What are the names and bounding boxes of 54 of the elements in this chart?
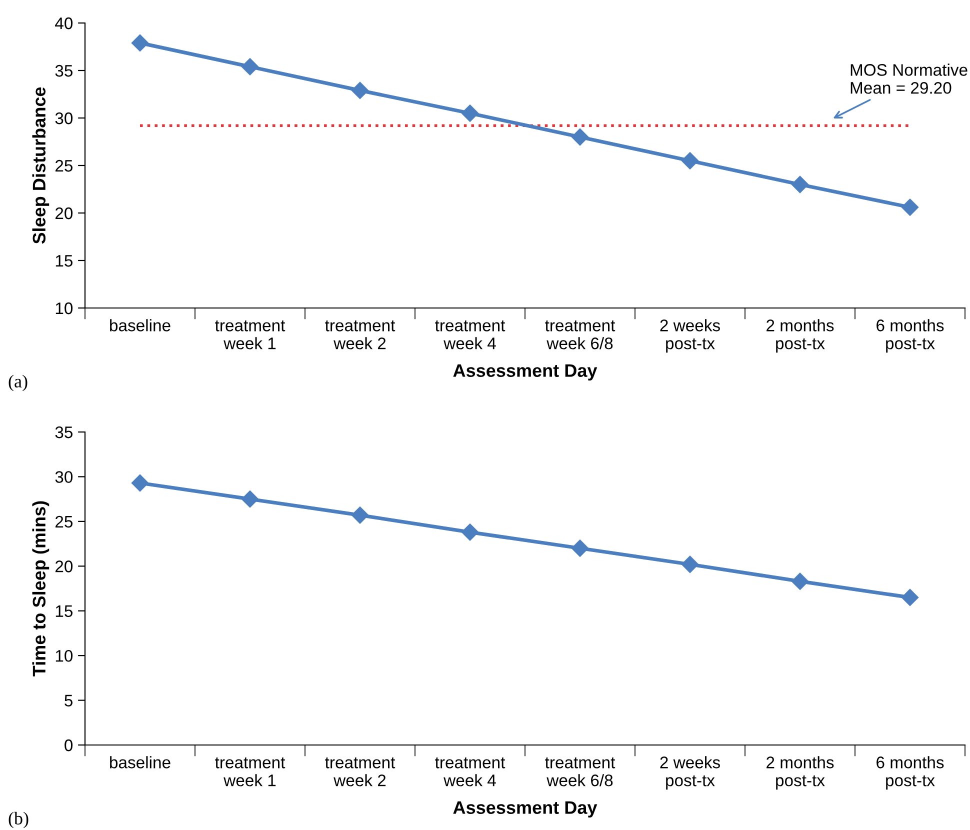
point xyxy=(901,198,919,216)
point xyxy=(901,588,919,606)
point xyxy=(351,82,369,99)
point xyxy=(131,34,149,52)
point xyxy=(681,152,699,170)
point xyxy=(131,474,149,492)
y-tick-label: 35 xyxy=(55,64,72,77)
x-tick-label: 6 months post-tx xyxy=(876,756,944,790)
x-tick-label: 6 months post-tx xyxy=(876,319,944,353)
y-tick-label: 35 xyxy=(55,426,72,438)
y-tick-label: 30 xyxy=(55,112,73,124)
x-tick-label: treatment week 6/8 xyxy=(545,757,616,786)
x-tick-label: treatment week 1 xyxy=(215,757,286,786)
x-tick-label: baseline xyxy=(110,319,170,332)
ref-line-label: MOS Normative Mean = 29.20 xyxy=(850,64,968,94)
point xyxy=(461,524,479,541)
x-tick-label: treatment week 1 xyxy=(215,320,286,350)
x-tick-label: treatment week 2 xyxy=(325,320,396,350)
x-axis-title: Assessment Day xyxy=(453,801,598,818)
text: (b) xyxy=(8,812,28,828)
point xyxy=(571,128,589,146)
x-tick-label: treatment week 4 xyxy=(435,320,506,350)
y-axis-title: Time to Sleep (mins) xyxy=(32,501,50,676)
y-tick-label: 25 xyxy=(55,516,72,528)
y-tick-label: 15 xyxy=(56,605,72,618)
y-tick-label: 15 xyxy=(56,255,72,267)
x-tick-label: baseline xyxy=(110,756,170,768)
x-tick-label: 2 months post-tx xyxy=(766,756,834,790)
x-tick-label: treatment week 4 xyxy=(435,757,506,786)
point xyxy=(241,58,259,76)
x-tick-label: treatment week 6/8 xyxy=(545,320,616,350)
x-tick-label: 2 weeks post-tx xyxy=(660,756,720,790)
y-tick-label: 10 xyxy=(56,302,73,314)
y-tick-label: 5 xyxy=(64,694,72,706)
x-tick-label: 2 weeks post-tx xyxy=(660,319,720,353)
y-tick-label: 10 xyxy=(56,650,73,662)
y-axis-title: Sleep Disturbance xyxy=(32,87,50,244)
y-tick-label: 40 xyxy=(55,17,73,30)
point xyxy=(681,556,699,573)
y-tick-label: 25 xyxy=(55,160,72,172)
x-axis-title: Assessment Day xyxy=(453,364,598,381)
text: (a) xyxy=(8,374,28,392)
x-tick-label: 2 months post-tx xyxy=(766,319,834,353)
y-tick-label: 0 xyxy=(64,739,73,752)
point xyxy=(461,104,479,122)
point xyxy=(241,490,259,508)
y-tick-label: 20 xyxy=(55,207,73,220)
point xyxy=(791,572,809,590)
point xyxy=(571,540,589,557)
point xyxy=(351,506,369,524)
y-tick-label: 30 xyxy=(55,471,73,483)
point xyxy=(791,176,809,194)
y-tick-label: 20 xyxy=(55,560,73,572)
x-tick-label: treatment week 2 xyxy=(325,757,396,786)
